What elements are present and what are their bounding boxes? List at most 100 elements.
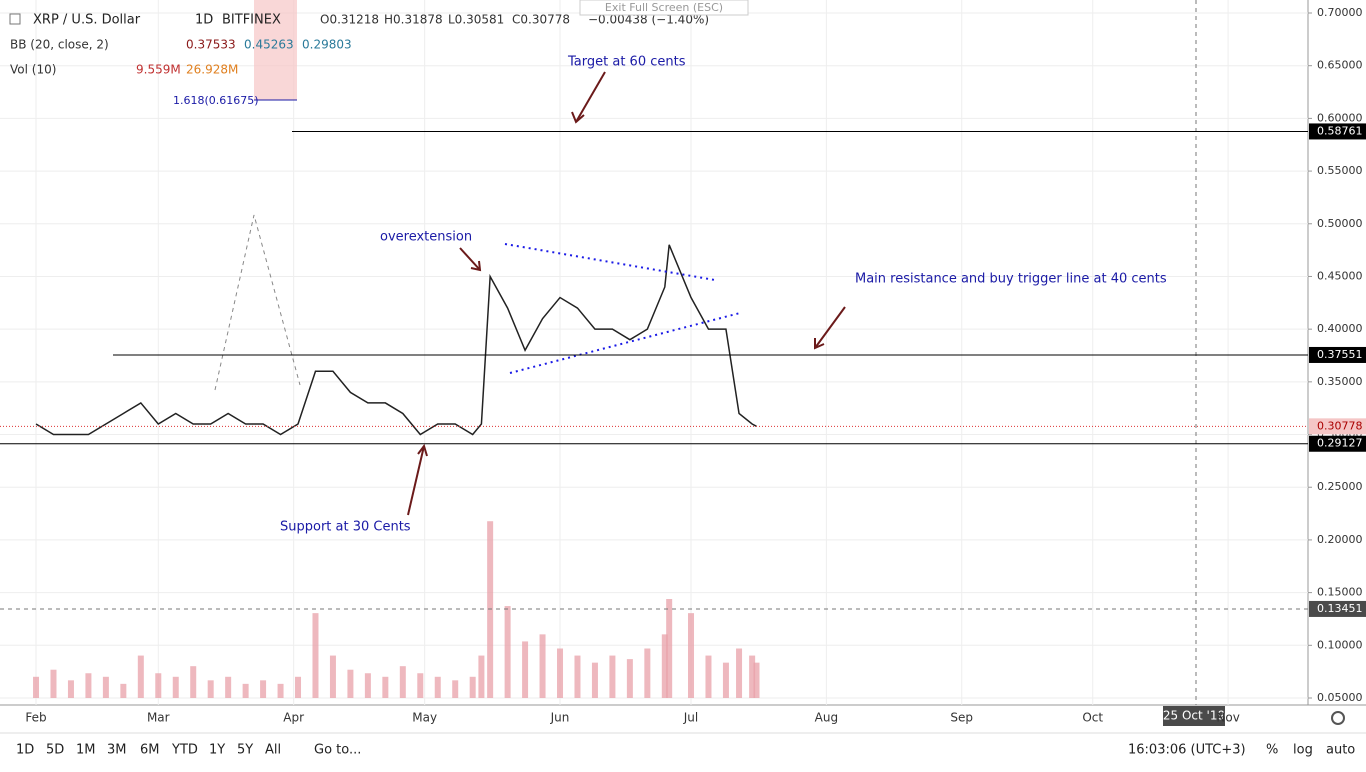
cursor-date: 25 Oct '19: [1163, 709, 1225, 723]
range-buttons: 1D 5D 1M 3M 6M YTD 1Y 5Y All: [16, 743, 281, 758]
interval: 1D: [195, 13, 213, 28]
clock: 16:03:06 (UTC+3): [1128, 743, 1246, 758]
volume-bar: [67, 680, 74, 698]
volume-bar: [382, 676, 389, 698]
volume-bar: [33, 676, 40, 698]
auto-toggle[interactable]: auto: [1326, 743, 1355, 758]
x-tick-label: Aug: [815, 711, 838, 725]
level-label-box: [1309, 346, 1366, 363]
vol-value: 26.928M: [186, 63, 238, 77]
trendline-lower: [509, 312, 741, 374]
volume-bar: [260, 680, 267, 698]
range-button[interactable]: 1Y: [209, 743, 225, 758]
volume-bar: [644, 648, 651, 698]
symbol: XRP / U.S. Dollar: [33, 13, 141, 28]
volume-bar: [666, 599, 673, 698]
volume-bar: [85, 673, 92, 698]
volume-bar: [50, 669, 57, 698]
current-price-label: 0.30778: [1317, 419, 1363, 432]
projection-line: [214, 214, 301, 391]
range-button[interactable]: 1D: [16, 743, 34, 758]
vol-value: 9.559M: [136, 63, 181, 77]
x-tick-label: Nov: [1216, 711, 1239, 725]
volume-bar: [364, 673, 371, 698]
fib-zone: [254, 0, 297, 100]
ohlc-close: C0.30778: [512, 13, 570, 27]
range-button[interactable]: YTD: [171, 743, 198, 758]
settings-icon[interactable]: [1331, 711, 1345, 725]
ohlc-low: L0.30581: [448, 13, 504, 27]
arrow: [575, 71, 606, 123]
arrow: [459, 247, 481, 271]
volume-bar: [242, 683, 249, 698]
level-label: 0.29127: [1317, 437, 1363, 450]
volume-bar: [661, 634, 668, 698]
bb-value: 0.29803: [302, 38, 352, 52]
volume-bar: [609, 655, 616, 698]
annotation: Target at 60 cents: [567, 55, 686, 70]
volume-bar: [347, 669, 354, 698]
arrow: [814, 306, 846, 349]
annotation: Main resistance and buy trigger line at …: [855, 272, 1167, 287]
range-button[interactable]: 3M: [107, 743, 127, 758]
range-button[interactable]: 1M: [76, 743, 96, 758]
y-tick-label: 0.35000: [1317, 375, 1363, 388]
volume-bar: [295, 676, 302, 698]
x-tick-label: Mar: [147, 711, 170, 725]
exit-fullscreen[interactable]: [579, 0, 749, 16]
vol-label: Vol (10): [10, 63, 56, 77]
volume-bar: [172, 676, 179, 698]
y-tick-label: 0.45000: [1317, 269, 1363, 282]
volume-bar: [736, 648, 743, 698]
grid: [0, 0, 1308, 705]
volume-bar: [329, 655, 336, 698]
collapse-icon[interactable]: [9, 13, 21, 25]
y-tick-label: 0.65000: [1317, 59, 1363, 72]
y-tick-label: 0.05000: [1317, 691, 1363, 704]
y-tick-label: 0.15000: [1317, 586, 1363, 599]
x-tick-label: Apr: [283, 711, 304, 725]
volume-bar: [539, 634, 546, 698]
annotation: Support at 30 Cents: [280, 520, 411, 535]
bb-label: BB (20, close, 2): [10, 38, 109, 52]
level-label: 0.37551: [1317, 348, 1363, 361]
volume-bar: [504, 606, 511, 698]
range-button[interactable]: 5Y: [237, 743, 253, 758]
x-tick-label: Sep: [950, 711, 973, 725]
y-tick-label: 0.40000: [1317, 322, 1363, 335]
y-tick-label: 0.20000: [1317, 533, 1363, 546]
y-tick-label: 0.70000: [1317, 6, 1363, 19]
x-tick-label: Jul: [683, 711, 698, 725]
level-label-box: [1309, 123, 1366, 140]
volume-bar: [452, 680, 459, 698]
x-tick-label: Jun: [550, 711, 570, 725]
cursor-date-box: [1163, 706, 1225, 726]
y-tick-label: 0.25000: [1317, 480, 1363, 493]
level-label: 0.58761: [1317, 124, 1363, 137]
x-tick-label: Oct: [1082, 711, 1103, 725]
volume-bar: [574, 655, 581, 698]
price-pane: [35, 244, 757, 436]
volume-bar: [591, 662, 598, 698]
volume-bar: [557, 648, 564, 698]
percent-toggle[interactable]: %: [1266, 743, 1278, 758]
log-toggle[interactable]: log: [1293, 743, 1313, 758]
volume-bar: [137, 655, 144, 698]
volume-bar: [688, 613, 695, 698]
level-label-box: [1309, 435, 1366, 452]
volume-bar: [705, 655, 712, 698]
range-button[interactable]: 6M: [140, 743, 160, 758]
range-button[interactable]: All: [265, 743, 281, 758]
arrowhead: [814, 338, 825, 350]
range-button[interactable]: 5D: [46, 743, 64, 758]
volume-bar: [225, 676, 232, 698]
x-tick-label: Feb: [25, 711, 46, 725]
ohlc-open: O0.31218: [320, 13, 379, 27]
exchange: BITFINEX: [222, 13, 281, 28]
volume-bar: [434, 676, 441, 698]
volume-bar: [522, 641, 529, 698]
goto[interactable]: Go to...: [314, 743, 361, 758]
volume-bar: [478, 655, 485, 698]
volume-pane: [33, 521, 760, 698]
